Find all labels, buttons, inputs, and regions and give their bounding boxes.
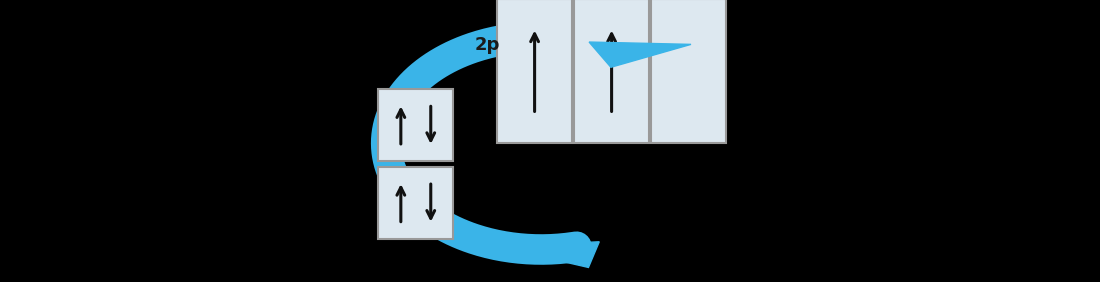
- Text: 2p: 2p: [474, 36, 500, 54]
- FancyBboxPatch shape: [651, 0, 726, 143]
- FancyBboxPatch shape: [574, 0, 649, 143]
- FancyBboxPatch shape: [378, 89, 453, 161]
- Polygon shape: [590, 42, 691, 67]
- FancyBboxPatch shape: [497, 0, 572, 143]
- FancyBboxPatch shape: [378, 167, 453, 239]
- Polygon shape: [499, 242, 600, 267]
